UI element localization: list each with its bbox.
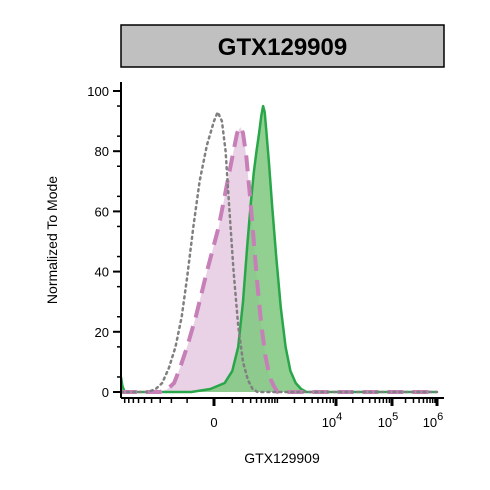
- gtx129909-sample-fill: [121, 106, 444, 392]
- title-banner: [120, 24, 445, 68]
- y-tick-label: 60: [95, 204, 109, 219]
- x-tick-label: 0: [210, 415, 217, 430]
- y-axis-label: Normalized To Mode: [44, 176, 60, 304]
- x-tick-label: 104: [322, 411, 343, 430]
- x-tick-exponent: 5: [392, 411, 398, 423]
- gtx129909-sample-line: [119, 104, 437, 394]
- x-tick-exponent: 6: [437, 411, 443, 423]
- y-tick-label: 100: [87, 84, 109, 99]
- y-tick-label: 0: [102, 385, 109, 400]
- plot-area: [119, 104, 444, 394]
- chart-title: GTX129909: [218, 34, 347, 61]
- y-tick-label: 40: [95, 265, 109, 280]
- isotype-control-fill: [121, 127, 444, 392]
- y-tick-label: 80: [95, 144, 109, 159]
- x-tick-exponent: 4: [336, 411, 342, 423]
- isotype-control-line: [121, 125, 437, 394]
- y-tick-label: 20: [95, 325, 109, 340]
- x-axis-ticks: 0 104 105 106: [123, 398, 444, 430]
- x-axis-label: GTX129909: [244, 450, 320, 466]
- unstained-control-line: [119, 110, 439, 394]
- y-axis-ticks: 0 20 40 60 80 100: [87, 84, 121, 400]
- x-tick-label: 105: [378, 411, 399, 430]
- x-tick-label: 106: [423, 411, 444, 430]
